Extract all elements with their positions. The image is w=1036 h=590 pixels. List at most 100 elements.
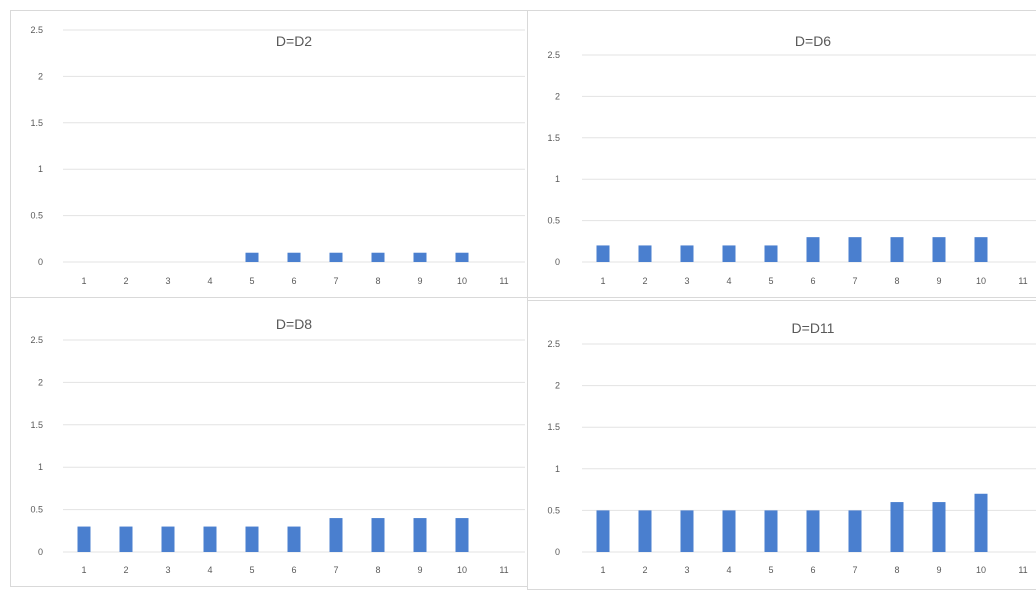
x-tick-label: 7 (333, 276, 338, 286)
bar-d2-5 (245, 252, 259, 262)
x-tick-label: 5 (249, 276, 254, 286)
bar-d11-5 (764, 510, 778, 552)
y-tick-label: 2 (555, 381, 560, 391)
bar-d8-3 (161, 526, 175, 552)
x-tick-label: 7 (333, 565, 338, 575)
chart-title-d8: D=D8 (276, 316, 312, 332)
x-tick-label: 11 (1018, 565, 1027, 575)
x-tick-label: 5 (249, 565, 254, 575)
y-tick-label: 2 (38, 377, 43, 387)
x-tick-label: 5 (768, 276, 773, 286)
x-tick-label: 4 (207, 276, 212, 286)
bar-d11-9 (932, 502, 946, 552)
y-tick-label: 1 (555, 464, 560, 474)
x-tick-label: 10 (976, 565, 986, 575)
x-tick-label: 3 (165, 565, 170, 575)
bar-d8-10 (455, 518, 469, 552)
bar-d11-10 (974, 493, 988, 552)
chart-panel-d2: D=D2 0 0.5 1 1.5 2 2.5 1 2 3 4 5 6 7 8 9 10 11 (10, 10, 528, 298)
bar-d8-5 (245, 526, 259, 552)
y-tick-label: 2 (555, 91, 560, 101)
x-tick-label: 1 (81, 276, 86, 286)
bar-d11-7 (848, 510, 862, 552)
x-tick-label: 8 (894, 565, 899, 575)
bar-d6-1 (596, 245, 610, 262)
x-tick-label: 2 (123, 565, 128, 575)
y-tick-label: 0 (38, 547, 43, 557)
chart-svg-d8: D=D8 0 0.5 1 1.5 2 2.5 1 2 3 4 5 6 7 8 9 10 11 (30, 316, 525, 575)
bar-d11-8 (890, 502, 904, 552)
x-tick-label: 4 (207, 565, 212, 575)
bar-d8-8 (371, 518, 385, 552)
x-tick-label: 7 (852, 565, 857, 575)
bar-d11-3 (680, 510, 694, 552)
bar-d2-6 (287, 252, 301, 262)
bar-d6-10 (974, 237, 988, 262)
y-tick-label: 0 (555, 257, 560, 267)
y-tick-label: 1.5 (30, 420, 43, 430)
y-tick-label: 0.5 (30, 505, 43, 515)
chart-title-d11: D=D11 (792, 320, 835, 336)
y-tick-label: 0.5 (547, 505, 560, 515)
x-tick-label: 8 (894, 276, 899, 286)
x-tick-label: 9 (417, 565, 422, 575)
y-tick-label: 2 (38, 71, 43, 81)
x-tick-label: 2 (123, 276, 128, 286)
y-tick-label: 0 (555, 547, 560, 557)
x-tick-label: 2 (642, 565, 647, 575)
x-tick-label: 1 (600, 565, 605, 575)
chart-title-d2: D=D2 (276, 33, 312, 49)
x-tick-label: 8 (375, 565, 380, 575)
x-tick-label: 8 (375, 276, 380, 286)
bar-d8-2 (119, 526, 133, 552)
bar-d8-1 (77, 526, 91, 552)
bar-d6-7 (848, 237, 862, 262)
chart-panel-d11: D=D11 0 0.5 1 1.5 2 2.5 1 2 3 4 5 6 7 8 9 10 11 (527, 300, 1036, 590)
bar-d11-2 (638, 510, 652, 552)
x-tick-label: 6 (810, 276, 815, 286)
x-tick-label: 4 (726, 276, 731, 286)
bar-d8-7 (329, 518, 343, 552)
x-tick-label: 7 (852, 276, 857, 286)
y-tick-label: 1 (38, 462, 43, 472)
x-tick-label: 9 (936, 565, 941, 575)
x-tick-label: 3 (684, 565, 689, 575)
y-tick-label: 1.5 (547, 133, 560, 143)
bar-d11-4 (722, 510, 736, 552)
bar-d2-9 (413, 252, 427, 262)
bar-d6-2 (638, 245, 652, 262)
bar-d6-9 (932, 237, 946, 262)
y-tick-label: 2.5 (30, 25, 43, 35)
y-tick-label: 1.5 (547, 422, 560, 432)
x-tick-label: 11 (499, 276, 508, 286)
bar-d6-6 (806, 237, 820, 262)
x-tick-label: 1 (600, 276, 605, 286)
x-tick-label: 1 (81, 565, 86, 575)
y-tick-label: 1 (555, 174, 560, 184)
bar-d11-6 (806, 510, 820, 552)
y-tick-label: 0 (38, 257, 43, 267)
y-tick-label: 2.5 (30, 335, 43, 345)
bar-d8-9 (413, 518, 427, 552)
bar-d8-6 (287, 526, 301, 552)
bar-d2-8 (371, 252, 385, 262)
x-tick-label: 11 (1018, 276, 1027, 286)
x-tick-label: 5 (768, 565, 773, 575)
bar-d6-3 (680, 245, 694, 262)
chart-panel-d8: D=D8 0 0.5 1 1.5 2 2.5 1 2 3 4 5 6 7 8 9 10 11 (10, 297, 528, 587)
x-tick-label: 3 (684, 276, 689, 286)
y-tick-label: 1 (38, 164, 43, 174)
chart-svg-d6: D=D6 0 0.5 1 1.5 2 2.5 1 2 3 4 5 6 7 8 9 10 11 (547, 33, 1036, 286)
chart-svg-d11: D=D11 0 0.5 1 1.5 2 2.5 1 2 3 4 5 6 7 8 9 10 11 (547, 320, 1036, 575)
x-tick-label: 2 (642, 276, 647, 286)
x-tick-label: 9 (417, 276, 422, 286)
bar-d11-1 (596, 510, 610, 552)
bar-d8-4 (203, 526, 217, 552)
bar-d2-10 (455, 252, 469, 262)
bar-d2-7 (329, 252, 343, 262)
x-tick-label: 4 (726, 565, 731, 575)
x-tick-label: 10 (457, 565, 467, 575)
x-tick-label: 6 (291, 276, 296, 286)
bar-d6-8 (890, 237, 904, 262)
chart-title-d6: D=D6 (795, 33, 831, 49)
